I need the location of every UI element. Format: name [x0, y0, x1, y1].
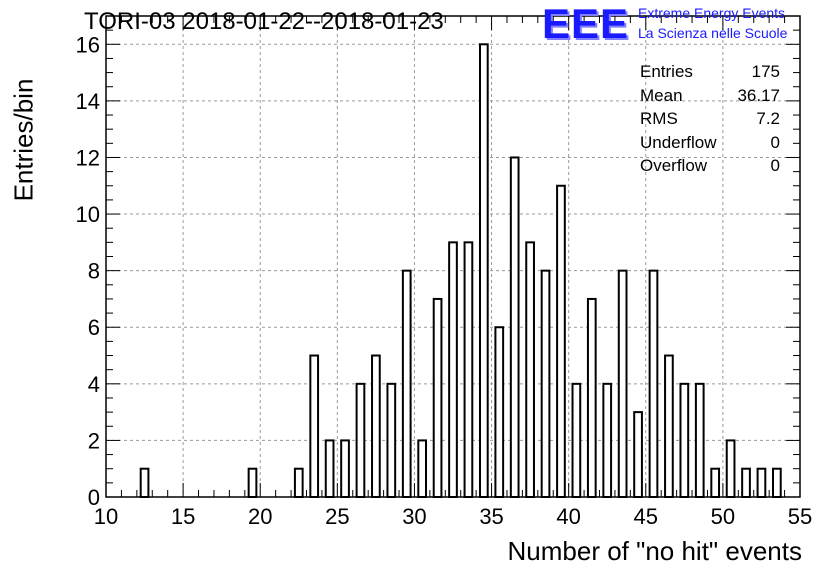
y-tick-label: 0: [88, 485, 100, 510]
histogram-bar: [494, 326, 505, 498]
chart-title: TORI-03 2018-01-22--2018-01-23: [84, 8, 444, 35]
histogram-bar: [324, 439, 335, 499]
x-tick-label: 40: [556, 504, 580, 529]
stats-row-rms: RMS 7.2: [640, 107, 780, 131]
stats-row-underflow: Underflow 0: [640, 131, 780, 155]
histogram-bar: [432, 297, 443, 498]
stats-row-entries: Entries 175: [640, 60, 780, 84]
histogram-bar: [556, 184, 566, 498]
histogram-bar: [525, 241, 535, 498]
stats-box: Entries 175 Mean 36.17 RMS 7.2 Underflow…: [640, 60, 780, 178]
histogram-bar: [586, 297, 597, 498]
histogram-bar: [371, 354, 381, 498]
x-tick-label: 55: [788, 504, 812, 529]
histogram-bar: [679, 382, 690, 498]
x-tick-label: 25: [325, 504, 349, 529]
histogram-bar: [648, 269, 659, 498]
histogram-bar: [725, 439, 736, 499]
x-tick-label: 45: [634, 504, 658, 529]
histogram-bar: [710, 467, 721, 498]
stats-label: Overflow: [640, 156, 708, 175]
y-axis-label-box: Entries/bin: [4, 79, 44, 202]
logo-line-1: Extreme Energy Events: [638, 5, 786, 21]
stats-label: Entries: [640, 62, 693, 81]
histogram-bar: [694, 382, 705, 498]
histogram-bar: [340, 439, 350, 499]
stats-value: 0: [770, 156, 780, 175]
tick-labels: 10 15 20 25 30 35 40 45 50 55 0 2 4 6 8 10 12 14 16: [76, 32, 813, 529]
x-axis-label: Number of "no hit" events: [507, 536, 803, 566]
y-tick-label: 12: [76, 145, 100, 170]
y-tick-label: 16: [76, 32, 100, 57]
histogram-bar: [571, 382, 582, 498]
histogram-bar: [633, 411, 643, 498]
histogram-bar: [463, 241, 474, 498]
y-tick-label: 2: [88, 428, 100, 453]
eee-logo: EEE: [542, 0, 630, 47]
histogram-bar: [355, 382, 366, 498]
logo-line-2: La Scienza nelle Scuole: [638, 25, 788, 41]
histogram-bar: [772, 467, 782, 498]
x-tick-label: 20: [248, 504, 272, 529]
histogram-bar: [309, 354, 320, 498]
stats-row-mean: Mean 36.17: [640, 84, 780, 108]
histogram-bar: [617, 269, 628, 498]
stats-label: Underflow: [640, 132, 717, 152]
stats-label: RMS: [640, 109, 678, 128]
stats-value: 0: [770, 132, 780, 152]
histogram-bar: [741, 467, 751, 498]
y-tick-label: 6: [88, 315, 100, 340]
histogram-bar: [386, 382, 397, 498]
histogram-bar: [509, 156, 520, 498]
y-tick-label: 8: [88, 259, 100, 284]
histogram-bar: [664, 354, 674, 498]
x-tick-label: 35: [479, 504, 503, 529]
histogram-bar: [401, 269, 412, 498]
x-tick-label: 10: [94, 504, 118, 529]
grid-lines: [106, 16, 800, 497]
stats-row-overflow: Overflow 0: [640, 154, 780, 178]
y-tick-label: 4: [88, 372, 100, 397]
stats-value: 175: [751, 62, 780, 81]
stats-value: 36.17: [737, 85, 780, 105]
histogram-bar: [448, 241, 458, 498]
y-axis-label: Entries/bin: [8, 78, 39, 202]
histogram-bar: [540, 269, 551, 498]
histogram-bar: [478, 43, 489, 498]
histogram-bar: [139, 467, 150, 498]
histogram-bar: [417, 439, 428, 499]
logo-caption: Extreme Energy Events La Scienza nelle S…: [638, 3, 787, 43]
stats-label: Mean: [640, 85, 683, 105]
y-tick-label: 14: [76, 89, 100, 114]
x-tick-label: 15: [171, 504, 195, 529]
axes: [105, 15, 801, 498]
histogram-bar: [756, 467, 767, 498]
histogram-bar: [247, 467, 258, 498]
y-tick-label: 10: [76, 202, 100, 227]
x-tick-label: 50: [711, 504, 735, 529]
x-tick-label: 30: [402, 504, 426, 529]
histogram-bar: [293, 467, 304, 498]
stats-value: 7.2: [756, 109, 780, 128]
histogram-bar: [602, 382, 613, 498]
